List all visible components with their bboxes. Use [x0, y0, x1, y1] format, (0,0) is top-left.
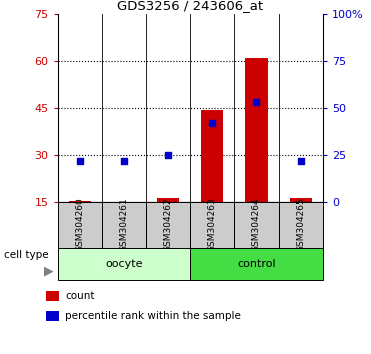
Text: GSM304260: GSM304260 [75, 198, 84, 252]
Text: ▶: ▶ [44, 264, 54, 277]
Text: GSM304264: GSM304264 [252, 198, 261, 252]
Bar [58, 202, 102, 248]
Point [165, 152, 171, 158]
Text: control: control [237, 259, 276, 269]
Text: percentile rank within the sample: percentile rank within the sample [65, 311, 241, 321]
Bar [190, 248, 323, 280]
Bar [146, 202, 190, 248]
Text: count: count [65, 291, 95, 301]
Bar [245, 58, 267, 202]
Bar [290, 198, 312, 202]
Bar [58, 248, 190, 280]
Text: GSM304262: GSM304262 [164, 198, 173, 252]
Point [77, 158, 83, 163]
Bar [46, 311, 59, 321]
Bar [102, 202, 146, 248]
Point [209, 120, 215, 126]
Point [121, 158, 127, 163]
Bar [279, 202, 323, 248]
Point [253, 99, 259, 105]
Text: GSM304261: GSM304261 [119, 198, 128, 252]
Bar [234, 202, 279, 248]
Text: GSM304263: GSM304263 [208, 198, 217, 252]
Bar [201, 109, 223, 202]
Text: cell type: cell type [4, 250, 48, 260]
Title: GDS3256 / 243606_at: GDS3256 / 243606_at [117, 0, 263, 12]
Bar [157, 198, 179, 202]
Bar [190, 202, 234, 248]
Text: GSM304265: GSM304265 [296, 198, 305, 252]
Text: oocyte: oocyte [105, 259, 142, 269]
Point [298, 158, 303, 163]
Bar [69, 201, 91, 202]
Bar [46, 291, 59, 301]
